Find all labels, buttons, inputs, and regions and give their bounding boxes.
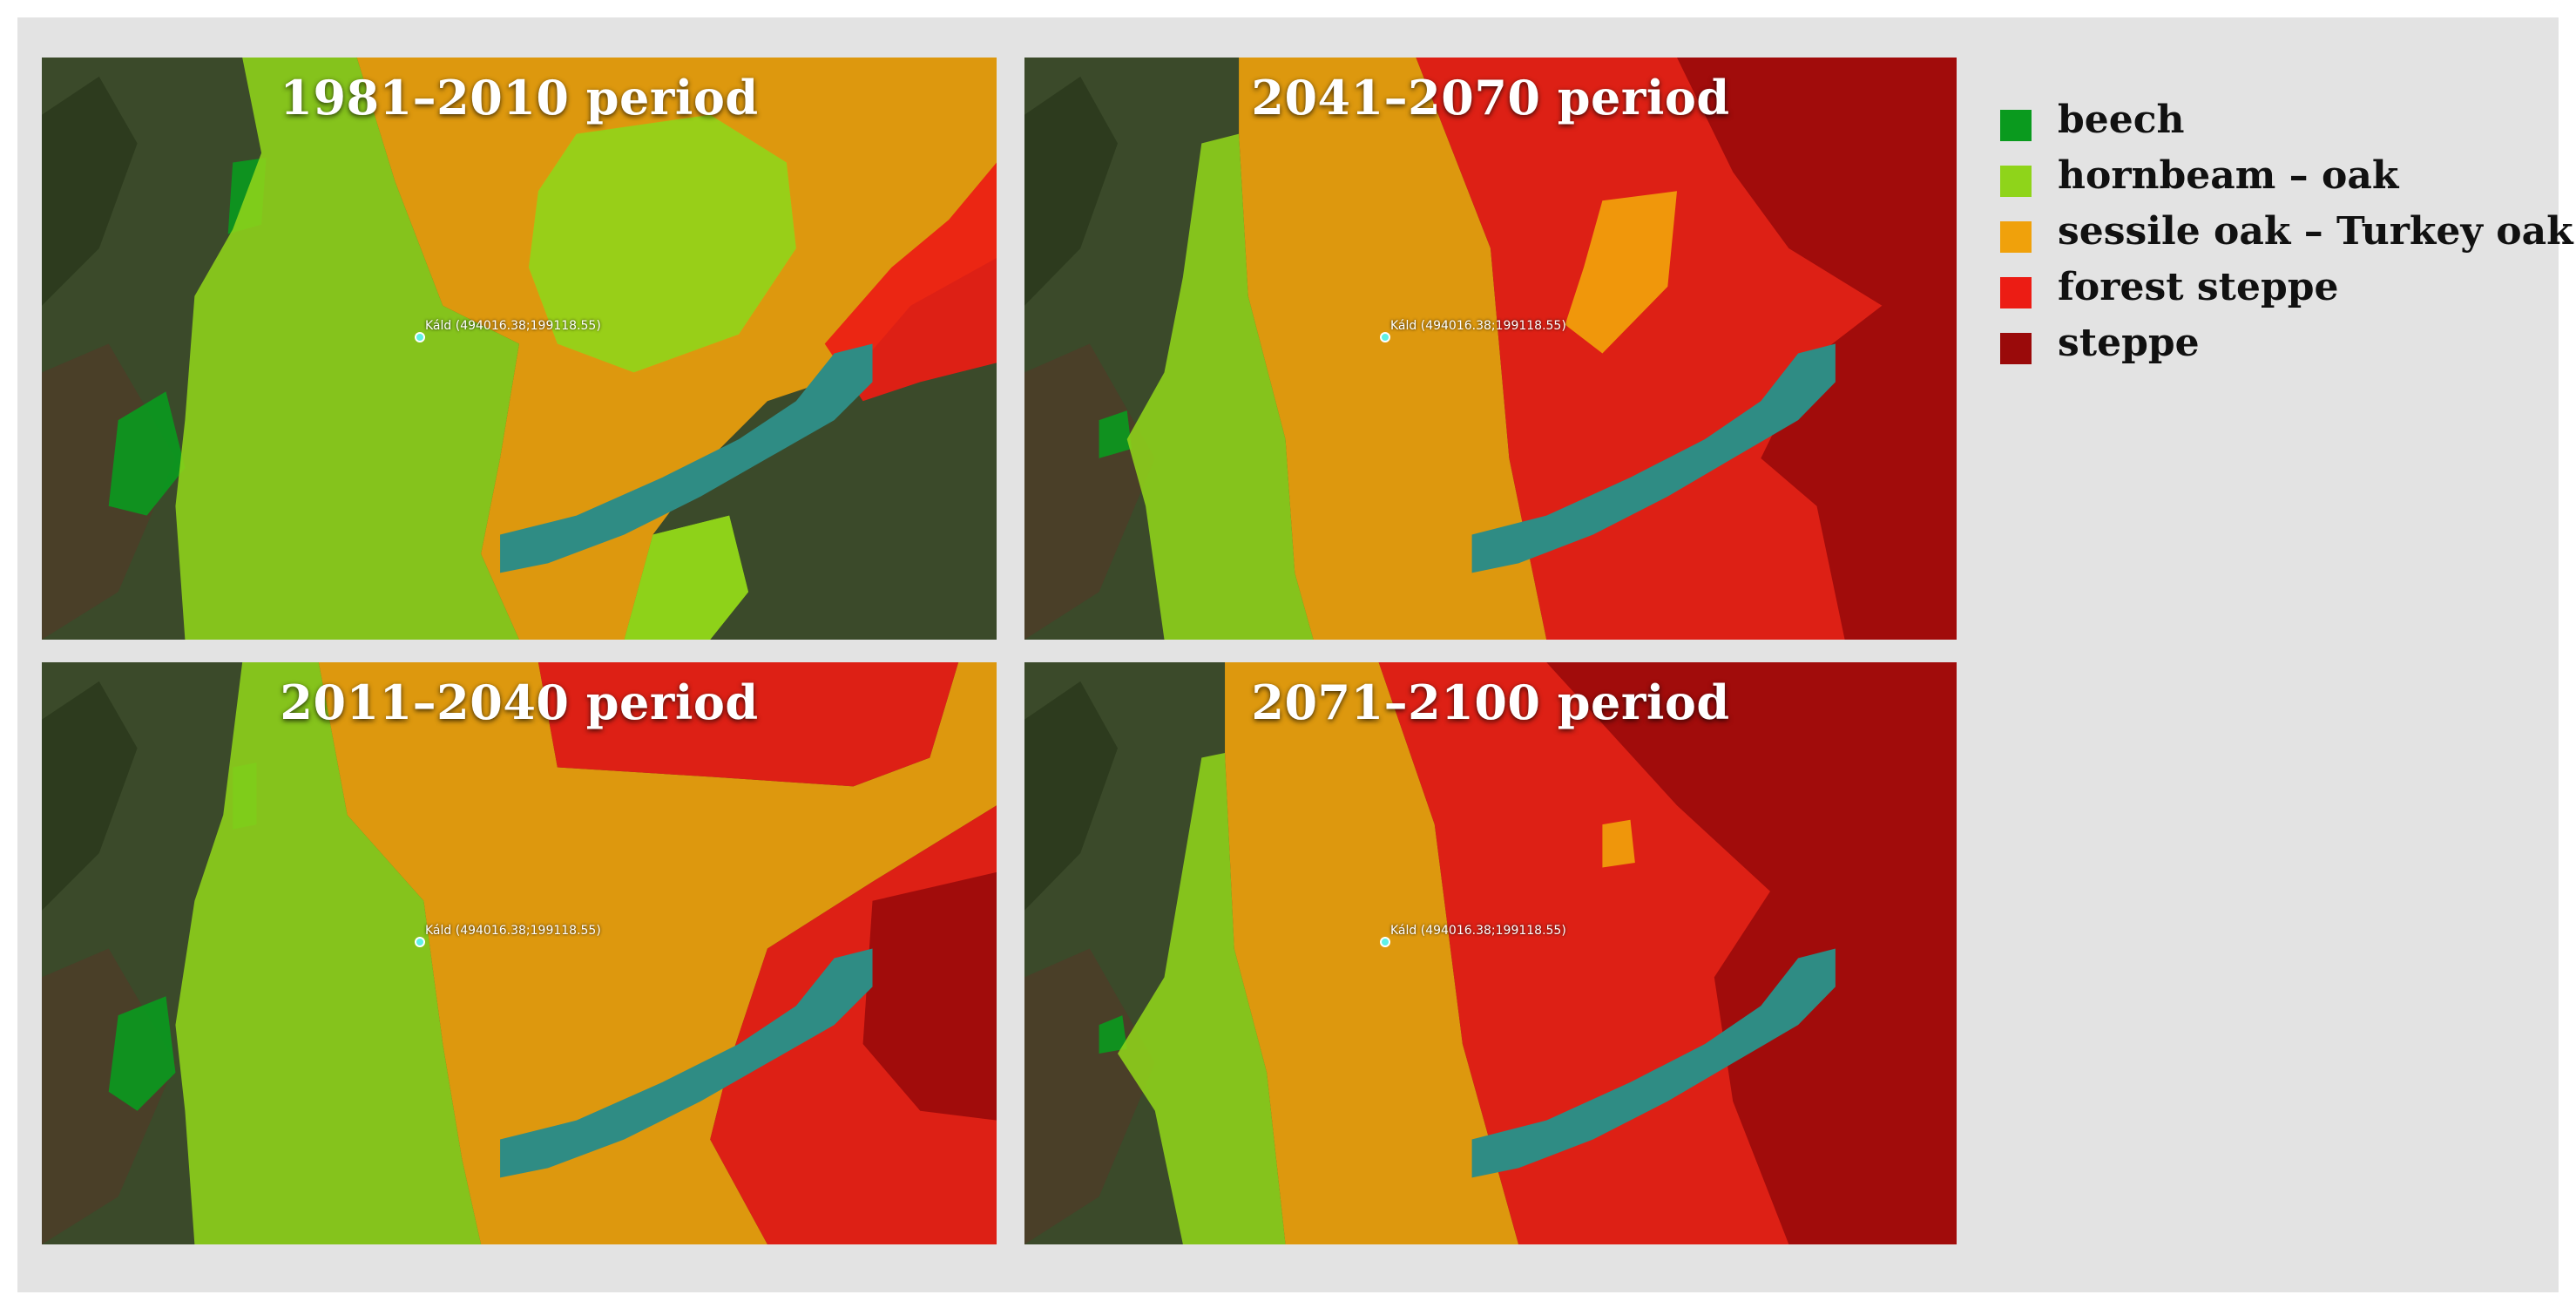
legend-swatch	[2000, 221, 2032, 253]
legend-label: forest steppe	[2058, 265, 2339, 309]
legend-swatch	[2000, 166, 2032, 197]
panel-title: 2041–2070 period	[1251, 70, 1730, 125]
legend-label: beech	[2058, 98, 2185, 142]
legend-item-beech: beech	[1986, 94, 2561, 150]
location-marker[interactable]	[1380, 937, 1390, 947]
legend-item-steppe: steppe	[1986, 317, 2561, 373]
location-label: Káld (494016.38;199118.55)	[425, 319, 601, 333]
legend-item-sessile-oak-turkey-oak: sessile oak – Turkey oak	[1986, 206, 2573, 261]
vegetation-map-1981-2010	[42, 58, 997, 640]
legend: beech hornbeam – oak sessile oak – Turke…	[1986, 94, 2573, 373]
legend-label: steppe	[2058, 321, 2200, 365]
legend-label: hornbeam – oak	[2058, 153, 2399, 198]
map-panel-2011-2040[interactable]: 2011–2040 period Káld (494016.38;199118.…	[42, 662, 997, 1244]
vegetation-map-2071-2100	[1024, 662, 1957, 1244]
vegetation-map-2011-2040	[42, 662, 997, 1244]
panel-title: 1981–2010 period	[280, 70, 759, 125]
map-panel-2041-2070[interactable]: 2041–2070 period Káld (494016.38;199118.…	[1024, 58, 1957, 640]
figure-frame: 1981–2010 period Káld (494016.38;199118.…	[17, 17, 2573, 1292]
panel-title: 2011–2040 period	[280, 674, 759, 730]
legend-swatch	[2000, 110, 2032, 141]
location-marker[interactable]	[1380, 332, 1390, 342]
map-panel-2071-2100[interactable]: 2071–2100 period Káld (494016.38;199118.…	[1024, 662, 1957, 1244]
location-marker[interactable]	[415, 332, 425, 342]
map-panel-1981-2010[interactable]: 1981–2010 period Káld (494016.38;199118.…	[42, 58, 997, 640]
panel-title: 2071–2100 period	[1251, 674, 1730, 730]
legend-swatch	[2000, 333, 2032, 364]
vegetation-map-2041-2070	[1024, 58, 1957, 640]
location-label: Káld (494016.38;199118.55)	[1390, 319, 1566, 333]
location-label: Káld (494016.38;199118.55)	[1390, 924, 1566, 938]
legend-item-hornbeam-oak: hornbeam – oak	[1986, 150, 2561, 206]
legend-item-forest-steppe: forest steppe	[1986, 261, 2561, 317]
location-label: Káld (494016.38;199118.55)	[425, 924, 601, 938]
legend-label: sessile oak – Turkey oak	[2058, 209, 2573, 254]
location-marker[interactable]	[415, 937, 425, 947]
legend-swatch	[2000, 277, 2032, 308]
